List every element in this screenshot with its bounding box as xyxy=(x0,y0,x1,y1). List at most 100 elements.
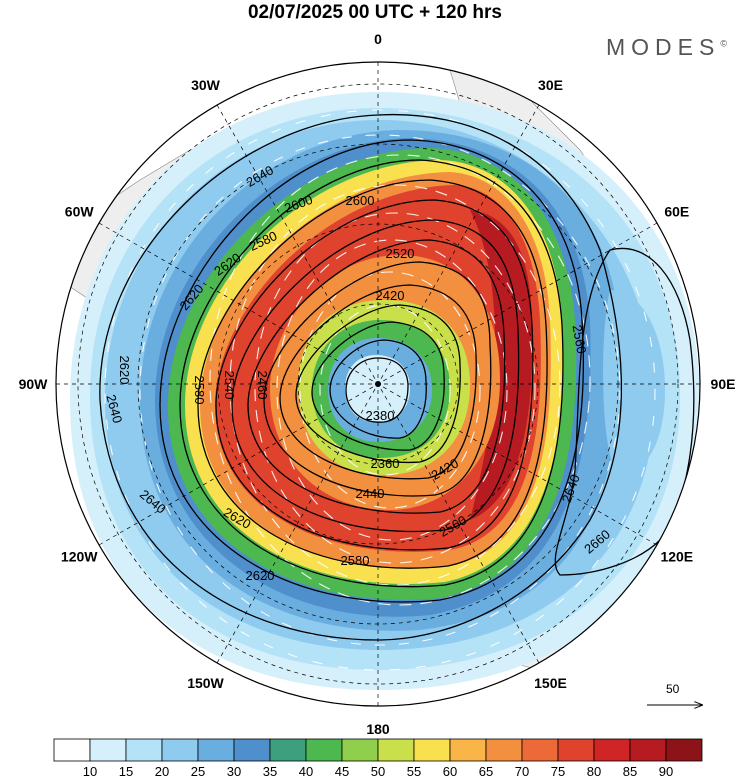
contour-label: 2460 xyxy=(255,371,270,400)
map-title: 02/07/2025 00 UTC + 120 hrs xyxy=(247,2,503,23)
wind-streamline xyxy=(139,134,621,646)
map-boundary xyxy=(55,61,701,707)
contour-label: 2380 xyxy=(366,408,395,423)
contour-line xyxy=(311,321,445,451)
colorbar-swatch xyxy=(341,738,379,762)
wind-streamline xyxy=(276,239,508,541)
longitude-label: 90E xyxy=(711,376,736,392)
colorbar-swatch xyxy=(89,738,127,762)
contour-line xyxy=(247,239,506,514)
longitude-label: 150E xyxy=(534,675,567,691)
colorbar-swatch xyxy=(377,738,415,762)
longitude-label: 180 xyxy=(366,721,390,737)
colorbar-swatch xyxy=(413,738,451,762)
longitude-label: 60E xyxy=(664,204,689,220)
colorbar-tick-label: 65 xyxy=(479,764,493,779)
colorbar-tick-label: 30 xyxy=(227,764,241,779)
contour-label: 2600 xyxy=(346,193,375,208)
colorbar-swatch xyxy=(197,738,235,762)
modes-logo: MODES© xyxy=(606,34,727,61)
wind-streamline xyxy=(209,154,591,606)
contour-line xyxy=(263,261,492,497)
vector-reference-label: 50 xyxy=(666,682,680,696)
longitude-label: 60W xyxy=(65,204,95,220)
shade-core-light xyxy=(345,355,410,422)
contour-label: 2620 xyxy=(117,356,132,385)
wind-streamline xyxy=(299,271,481,509)
colorbar-tick-label: 50 xyxy=(371,764,385,779)
contour-line xyxy=(215,199,534,551)
map-disc xyxy=(56,62,700,706)
contour-label: 2360 xyxy=(371,456,400,471)
colorbar-tick-label: 85 xyxy=(623,764,637,779)
colorbar-swatch xyxy=(233,738,271,762)
colorbar-swatch xyxy=(521,738,559,762)
height-contours xyxy=(99,113,695,641)
south-pole-dot xyxy=(375,381,381,387)
contour-line xyxy=(159,139,584,603)
colorbar-swatch xyxy=(593,738,631,762)
colorbar-swatch xyxy=(269,738,307,762)
contour-label: 2560 xyxy=(570,324,590,355)
shade-85 xyxy=(470,210,533,520)
logo-mark: © xyxy=(720,38,727,49)
contour-line xyxy=(554,247,695,576)
colorbar-tick-label: 10 xyxy=(83,764,97,779)
contour-label: 2540 xyxy=(222,371,237,400)
vector-reference: 50 xyxy=(647,682,702,705)
contour-line xyxy=(295,304,461,464)
contour-label: 2640 xyxy=(103,393,125,425)
contour-line xyxy=(197,179,548,569)
wind-streamline xyxy=(104,109,656,671)
longitude-label: 30W xyxy=(191,77,221,93)
contour-label: 2520 xyxy=(386,246,415,261)
wind-streamline xyxy=(319,304,451,476)
contour-line xyxy=(99,113,623,641)
contour-label: 2420 xyxy=(376,288,405,303)
colorbar-tick-label: 15 xyxy=(119,764,133,779)
longitude-labels: 0 30E 60E 90E 120E 150E 180 150W 120W 90W 60W 30W xyxy=(19,31,736,737)
colorbar-swatch xyxy=(305,738,343,762)
contour-line xyxy=(329,339,427,439)
logo-text: MODES xyxy=(606,34,721,60)
contour-label: 2620 xyxy=(246,568,275,583)
colorbar: 10 15 20 25 30 35 40 45 50 55 60 65 70 75 80 85 90 xyxy=(53,738,703,779)
colorbar-swatch xyxy=(53,738,91,762)
colorbar-tick-label: 55 xyxy=(407,764,421,779)
contour-label: 2580 xyxy=(341,553,370,568)
colorbar-swatch xyxy=(161,738,199,762)
colorbar-tick-label: 40 xyxy=(299,764,313,779)
colorbar-tick-label: 45 xyxy=(335,764,349,779)
longitude-label: 120E xyxy=(660,549,693,565)
wind-speed-shading xyxy=(70,92,700,690)
wind-vectors xyxy=(104,109,656,671)
colorbar-tick-label: 60 xyxy=(443,764,457,779)
colorbar-tick-label: 90 xyxy=(659,764,673,779)
longitude-label: 30E xyxy=(538,77,563,93)
contour-line xyxy=(279,284,477,480)
colorbar-tick-label: 25 xyxy=(191,764,205,779)
longitude-label: 150W xyxy=(187,675,224,691)
longitude-label: 0 xyxy=(374,31,382,47)
contour-label: 2580 xyxy=(192,376,207,405)
colorbar-swatch xyxy=(449,738,487,762)
colorbar-swatch xyxy=(125,738,163,762)
colorbar-tick-label: 80 xyxy=(587,764,601,779)
longitude-label: 90W xyxy=(19,376,49,392)
colorbar-swatch xyxy=(629,738,667,762)
wind-streamline xyxy=(229,184,561,586)
colorbar-swatch xyxy=(665,738,703,762)
contour-label: 2440 xyxy=(356,486,385,501)
colorbar-tick-label: 20 xyxy=(155,764,169,779)
colorbar-tick-label: 70 xyxy=(515,764,529,779)
colorbar-tick-label: 75 xyxy=(551,764,565,779)
wind-streamline xyxy=(254,212,536,564)
colorbar-swatch xyxy=(557,738,595,762)
contour-line xyxy=(179,159,564,588)
latitude-circle xyxy=(77,83,679,685)
longitude-label: 120W xyxy=(61,549,98,565)
colorbar-swatch xyxy=(485,738,523,762)
colorbar-tick-label: 35 xyxy=(263,764,277,779)
contour-line xyxy=(345,357,409,423)
